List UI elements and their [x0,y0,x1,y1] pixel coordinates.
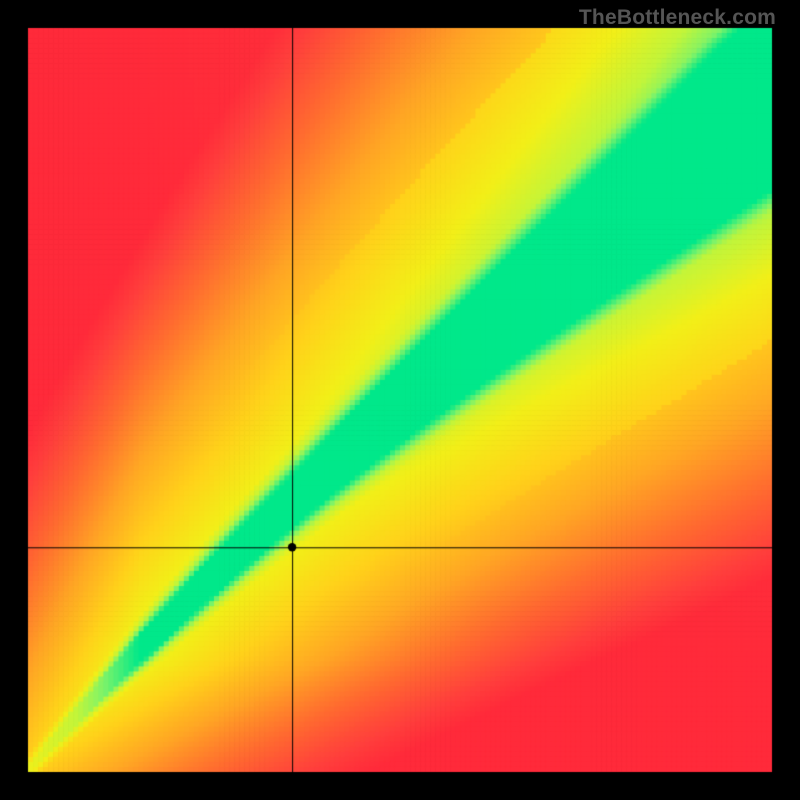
heatmap-canvas [0,0,800,800]
watermark-text: TheBottleneck.com [579,6,776,30]
chart-container: TheBottleneck.com [0,0,800,800]
